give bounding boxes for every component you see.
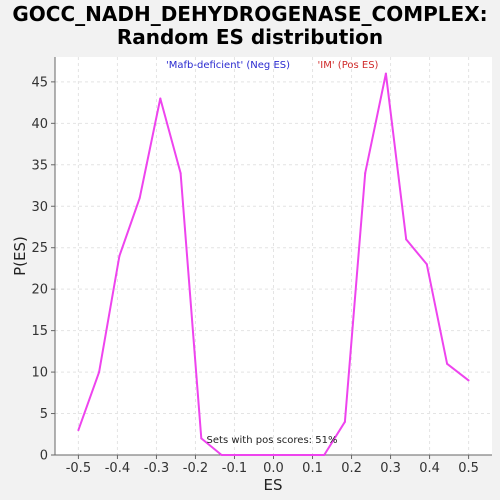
y-tick-label: 20 — [31, 283, 48, 298]
data-point — [118, 255, 121, 257]
y-tick-label: 40 — [31, 117, 48, 132]
data-point — [282, 454, 285, 456]
y-tick-label: 30 — [31, 200, 48, 215]
pos-scores-annotation: Sets with pos scores: 51% — [207, 435, 338, 446]
data-point — [425, 263, 428, 266]
x-axis-label: ES — [264, 476, 283, 494]
x-tick-label: 0.2 — [341, 461, 362, 476]
x-tick-label: 0.1 — [302, 461, 323, 476]
y-tick-label: 10 — [31, 366, 48, 381]
legend-pos-es: 'IM' (Pos ES) — [318, 60, 379, 71]
x-tick-label: -0.1 — [222, 461, 247, 476]
data-point — [446, 362, 449, 365]
data-point — [241, 454, 244, 456]
series-line-0 — [77, 72, 470, 456]
data-point — [384, 72, 387, 75]
legend-neg-es: 'Mafb-deficient' (Neg ES) — [166, 60, 290, 71]
y-tick-label: 35 — [31, 158, 48, 173]
data-point — [364, 172, 367, 175]
data-point — [405, 238, 408, 241]
data-point — [159, 97, 162, 100]
x-tick-label: 0.3 — [380, 461, 401, 476]
chart-title-line1: GOCC_NADH_DEHYDROGENASE_COMPLEX: — [12, 2, 488, 26]
data-point — [179, 172, 182, 175]
data-point — [200, 437, 203, 440]
x-tick-label: 0.5 — [458, 461, 479, 476]
y-axis-label: P(ES) — [11, 236, 29, 276]
x-tick-label: -0.5 — [66, 461, 91, 476]
y-tick-label: 0 — [40, 449, 48, 464]
x-tick-label: 0.4 — [419, 461, 440, 476]
y-tick-label: 5 — [40, 407, 48, 422]
data-point — [323, 454, 326, 456]
y-tick-label: 15 — [31, 324, 48, 339]
x-tick-label: -0.4 — [105, 461, 130, 476]
x-tick-label: -0.2 — [183, 461, 208, 476]
data-point — [220, 454, 223, 456]
x-tick-label: 0.0 — [263, 461, 284, 476]
data-point — [77, 429, 80, 432]
data-point — [343, 420, 346, 423]
data-point — [261, 454, 264, 456]
grid — [55, 57, 492, 456]
y-tick-label: 45 — [31, 75, 48, 90]
data-point — [467, 379, 470, 382]
data-point — [138, 196, 141, 199]
y-tick-label: 25 — [31, 241, 48, 256]
chart-title-line2: Random ES distribution — [116, 25, 384, 49]
x-tick-label: -0.3 — [144, 461, 169, 476]
data-point — [302, 454, 305, 456]
data-point — [98, 371, 101, 374]
